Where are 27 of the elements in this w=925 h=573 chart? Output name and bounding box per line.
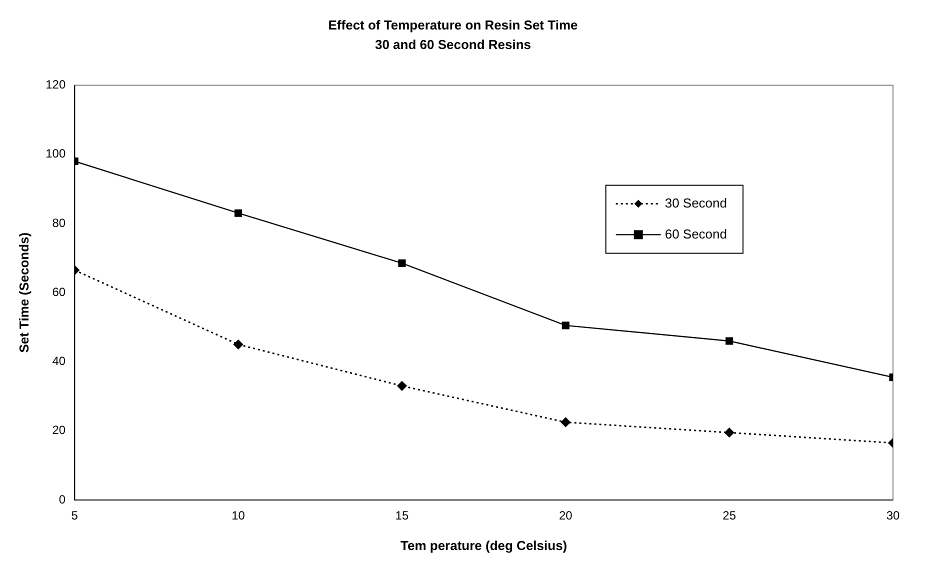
x-tick-label: 5 [71, 508, 78, 523]
y-tick-label: 20 [52, 423, 66, 438]
y-tick-label: 40 [52, 354, 66, 368]
y-tick-label: 60 [52, 284, 66, 299]
x-axis-title: Tem perature (deg Celsius) [400, 538, 568, 553]
x-tick-label: 15 [395, 508, 409, 523]
chart-subtitle: 30 and 60 Second Resins [374, 36, 532, 52]
point [398, 259, 406, 267]
y-tick-label: 120 [46, 78, 66, 92]
y-tick-label: 80 [52, 216, 66, 230]
y-tick-label: 100 [46, 146, 66, 161]
legend-label: 30 Second [664, 195, 728, 210]
x-tick-label: 10 [232, 508, 246, 523]
point [234, 209, 242, 217]
point [560, 417, 570, 427]
point [234, 340, 244, 350]
y-tick-label: 0 [58, 492, 66, 506]
y-axis-title: Set Time (Seconds) [16, 232, 32, 353]
legend-label: 60 Second [664, 226, 728, 242]
chart-title: Effect of Temperature on Resin Set Time [328, 17, 578, 32]
point [397, 381, 407, 391]
x-tick-label: 25 [722, 508, 736, 523]
point [726, 337, 734, 345]
x-tick-label: 20 [558, 508, 573, 523]
point [724, 428, 734, 438]
x-tick-label: 30 [886, 508, 900, 523]
point [562, 322, 570, 330]
